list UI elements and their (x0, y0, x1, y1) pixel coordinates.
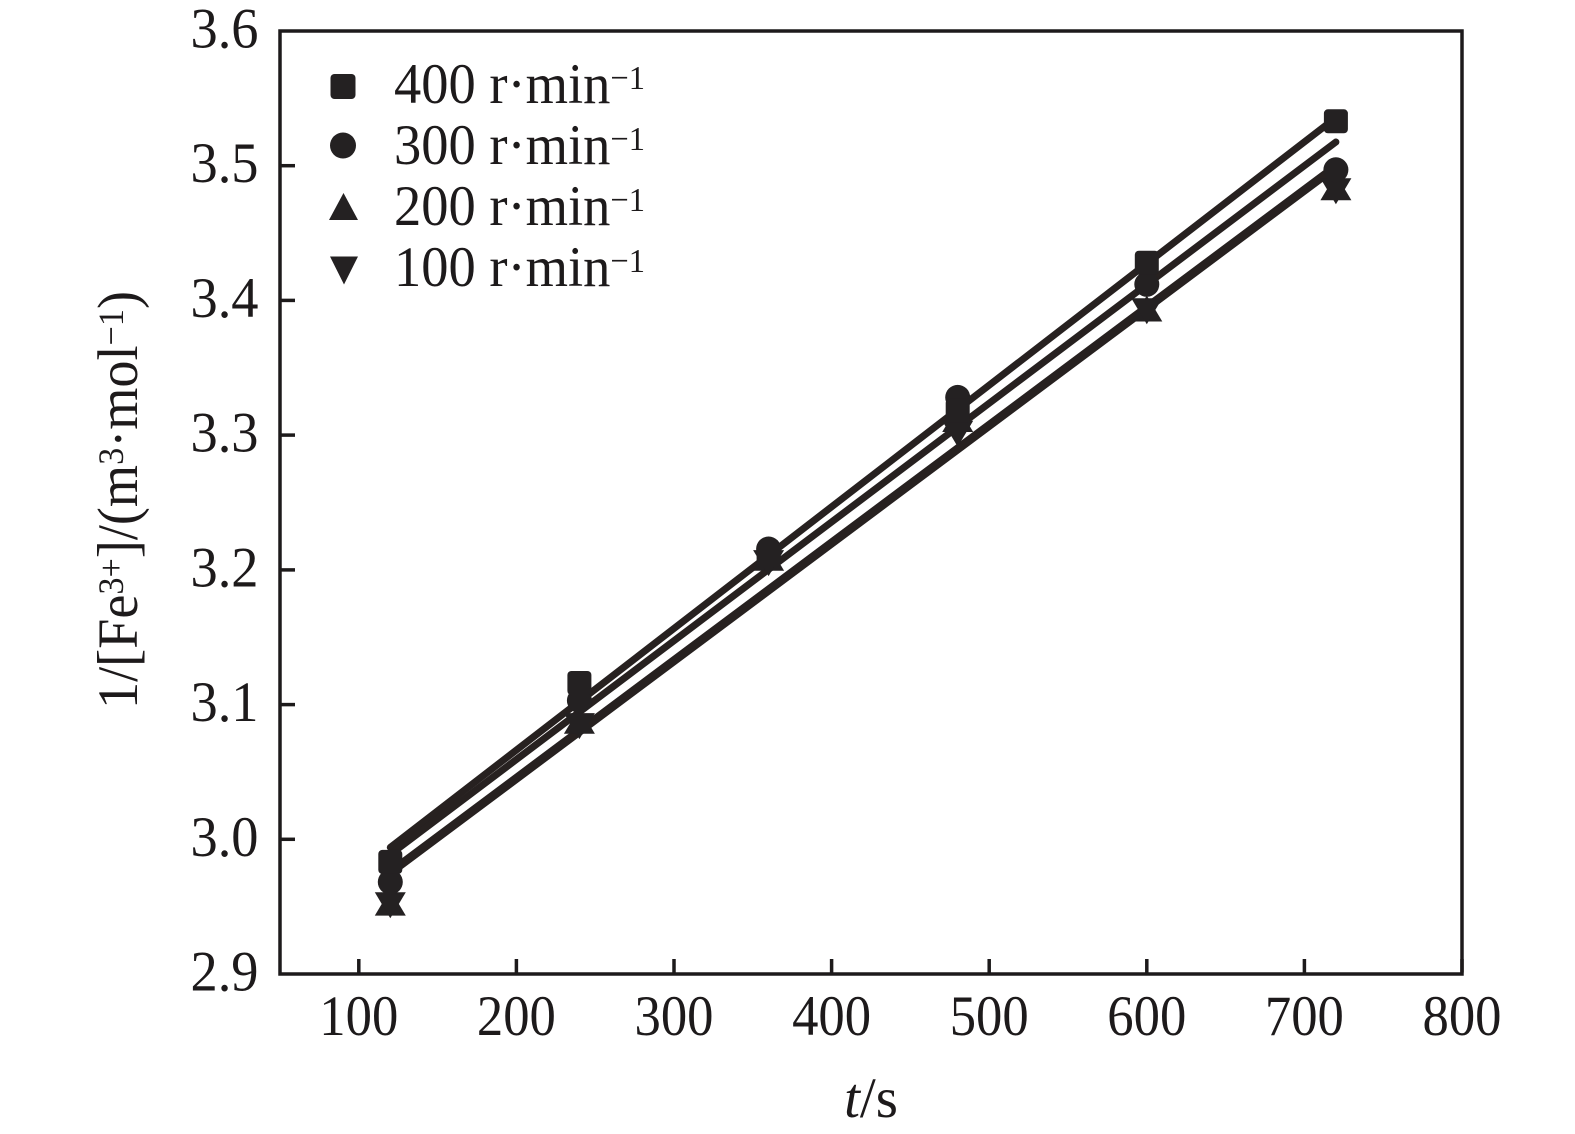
svg-text:200: 200 (477, 985, 556, 1048)
svg-text:800: 800 (1423, 985, 1502, 1048)
svg-text:400: 400 (792, 985, 871, 1048)
svg-text:100 r·min−1: 100 r·min−1 (394, 236, 645, 299)
svg-text:3.4: 3.4 (191, 267, 259, 330)
svg-text:3.2: 3.2 (191, 536, 259, 599)
svg-text:500: 500 (950, 985, 1029, 1048)
svg-text:100: 100 (319, 985, 398, 1048)
svg-text:400 r·min−1: 400 r·min−1 (394, 53, 645, 116)
svg-text:200 r·min−1: 200 r·min−1 (394, 175, 645, 238)
svg-text:3.0: 3.0 (191, 806, 259, 869)
svg-text:t/s: t/s (844, 1067, 898, 1130)
svg-text:3.5: 3.5 (191, 132, 259, 195)
svg-text:300 r·min−1: 300 r·min−1 (394, 114, 645, 177)
svg-text:600: 600 (1107, 985, 1186, 1048)
svg-text:1/[Fe3+]/(m3·mol−1): 1/[Fe3+]/(m3·mol−1) (87, 291, 150, 709)
svg-text:3.3: 3.3 (191, 402, 259, 465)
svg-text:700: 700 (1265, 985, 1344, 1048)
svg-text:3.1: 3.1 (191, 671, 259, 734)
svg-text:3.6: 3.6 (191, 0, 259, 61)
svg-text:2.9: 2.9 (191, 941, 259, 1004)
svg-text:300: 300 (635, 985, 714, 1048)
